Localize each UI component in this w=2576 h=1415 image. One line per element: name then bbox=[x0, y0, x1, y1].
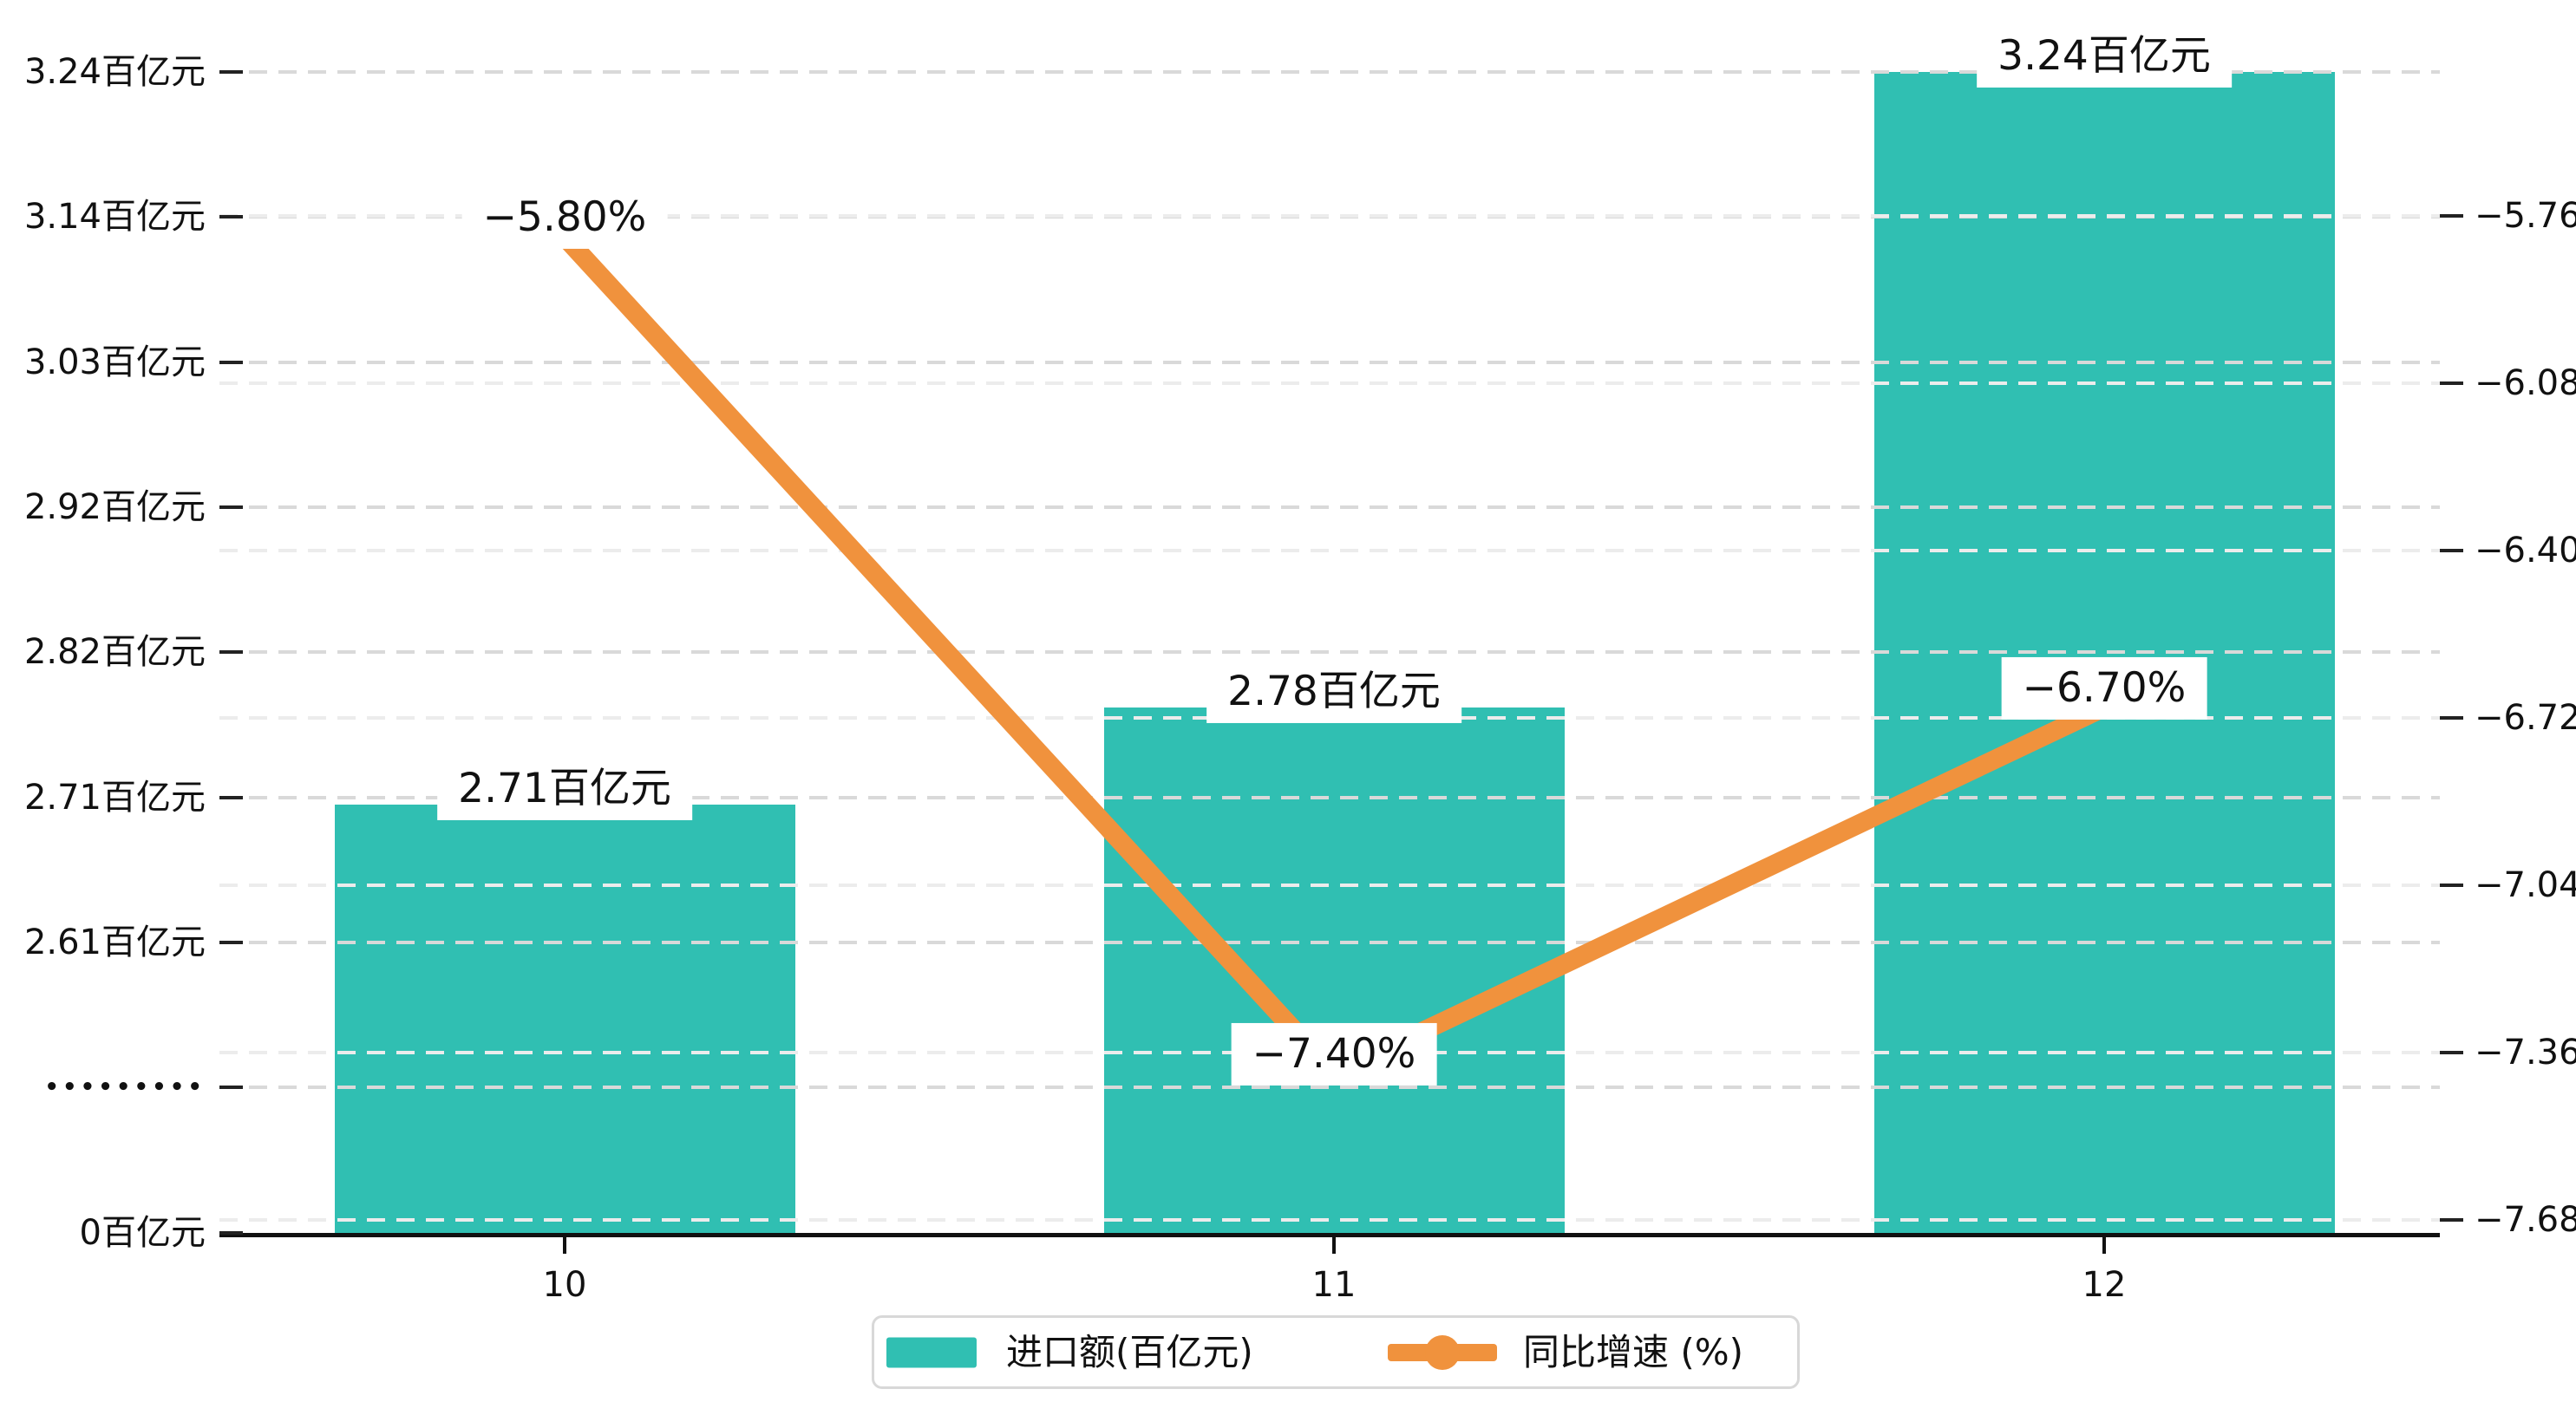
left-gridline bbox=[219, 505, 2440, 509]
bar-value-label: 2.71百亿元 bbox=[437, 757, 692, 820]
left-axis-tick bbox=[219, 1086, 243, 1090]
left-axis-tick bbox=[219, 940, 243, 944]
right-axis-tick bbox=[2440, 884, 2463, 887]
x-axis-line bbox=[219, 1233, 2440, 1237]
bar-value-label: 3.24百亿元 bbox=[1977, 24, 2232, 88]
right-gridline bbox=[219, 381, 2440, 385]
left-axis-tick-label: 3.24百亿元 bbox=[23, 52, 206, 92]
left-gridline bbox=[219, 650, 2440, 655]
bar-value-label: 2.78百亿元 bbox=[1206, 661, 1461, 724]
right-gridline bbox=[219, 884, 2440, 887]
left-axis-tick bbox=[219, 795, 243, 799]
right-gridline bbox=[219, 214, 2440, 218]
left-axis-tick bbox=[219, 650, 243, 655]
right-axis-tick bbox=[2440, 549, 2463, 552]
line-value-label: −6.70% bbox=[2001, 656, 2207, 720]
import-bar bbox=[334, 804, 795, 1235]
right-axis-tick-label: −7.68 bbox=[2475, 1200, 2576, 1240]
left-gridline bbox=[219, 1086, 2440, 1090]
left-axis-tick-label: 2.71百亿元 bbox=[23, 777, 206, 818]
x-axis-category-label: 11 bbox=[1311, 1265, 1357, 1305]
right-axis-tick-label: −7.04 bbox=[2475, 865, 2576, 905]
left-gridline bbox=[219, 360, 2440, 364]
left-axis-tick-label: ••••••••• bbox=[44, 1074, 206, 1101]
x-axis-tick bbox=[1332, 1236, 1336, 1254]
left-axis-tick bbox=[219, 1230, 243, 1235]
bar-series-swatch[interactable] bbox=[886, 1337, 977, 1367]
left-axis-tick bbox=[219, 360, 243, 364]
right-axis-tick-label: −6.08 bbox=[2475, 363, 2576, 403]
right-axis-tick bbox=[2440, 1218, 2463, 1222]
left-axis-tick bbox=[219, 505, 243, 509]
left-gridline bbox=[219, 70, 2440, 74]
left-axis-tick bbox=[219, 70, 243, 74]
legend-label-growth[interactable]: 同比增速 (%) bbox=[1523, 1330, 1744, 1373]
right-axis-tick bbox=[2440, 716, 2463, 720]
left-axis-tick-label: 2.92百亿元 bbox=[23, 486, 206, 527]
x-axis-category-label: 10 bbox=[542, 1265, 587, 1305]
left-axis-tick-label: 0百亿元 bbox=[79, 1212, 206, 1253]
x-axis-tick bbox=[563, 1236, 566, 1254]
right-axis-tick-label: −7.36 bbox=[2475, 1033, 2576, 1073]
right-axis-tick-label: −6.40 bbox=[2475, 531, 2576, 571]
line-value-label: −7.40% bbox=[1231, 1023, 1437, 1086]
import-bar bbox=[1103, 708, 1565, 1235]
left-axis-tick-label: 3.14百亿元 bbox=[23, 197, 206, 238]
line-value-label: −5.80% bbox=[461, 186, 668, 250]
line-series-dot-icon bbox=[1425, 1334, 1460, 1370]
right-gridline bbox=[219, 1218, 2440, 1222]
right-gridline bbox=[219, 549, 2440, 552]
right-axis-tick-label: −6.72 bbox=[2475, 698, 2576, 738]
left-axis-tick-label: 2.61百亿元 bbox=[23, 922, 206, 962]
legend-label-imports[interactable]: 进口额(百亿元) bbox=[1006, 1330, 1253, 1373]
x-axis-tick bbox=[2102, 1236, 2106, 1254]
right-axis-tick bbox=[2440, 214, 2463, 218]
x-axis-category-label: 12 bbox=[2082, 1265, 2127, 1305]
line-series-marker[interactable] bbox=[1388, 1334, 1497, 1370]
right-axis-tick bbox=[2440, 381, 2463, 385]
left-gridline bbox=[219, 940, 2440, 944]
left-axis-tick-label: 3.03百亿元 bbox=[23, 342, 206, 382]
legend: 进口额(百亿元) 同比增速 (%) bbox=[872, 1315, 1800, 1389]
right-axis-tick bbox=[2440, 1051, 2463, 1054]
left-axis-tick-label: 2.82百亿元 bbox=[23, 632, 206, 673]
left-axis-tick bbox=[219, 215, 243, 219]
right-axis-tick-label: −5.76 bbox=[2475, 196, 2576, 236]
